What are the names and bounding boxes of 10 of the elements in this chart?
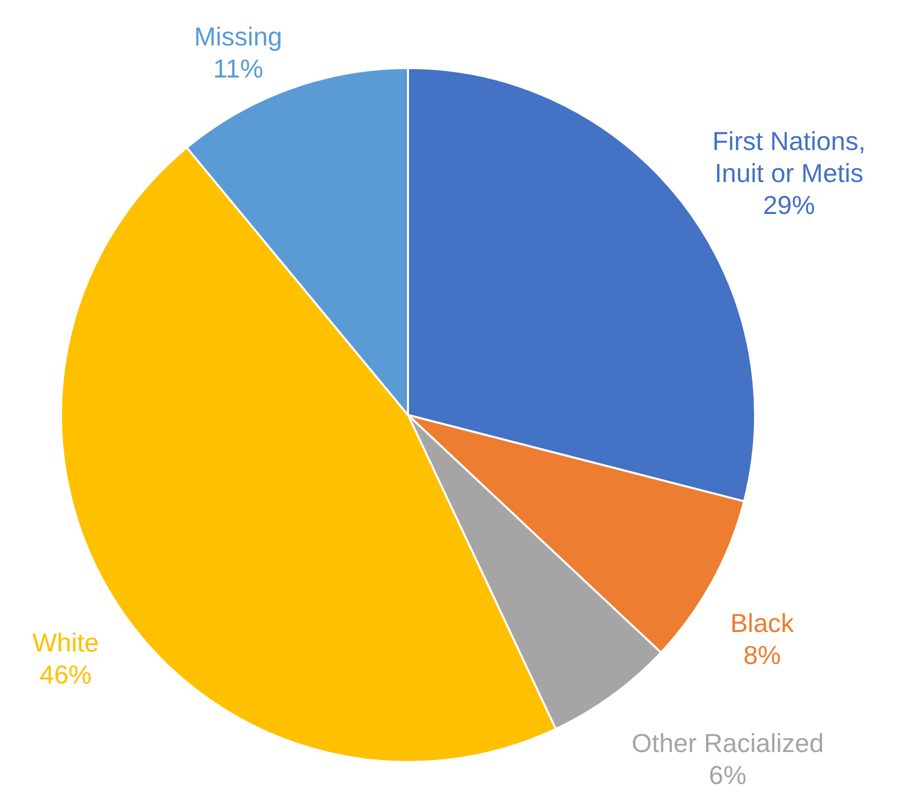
data-label: 8% <box>743 640 781 670</box>
slice-label: First Nations, Inuit or Metis <box>712 126 866 188</box>
data-label: 46% <box>40 660 92 690</box>
data-label: 11% <box>213 54 264 84</box>
slice-label: White <box>32 628 99 658</box>
data-label: 6% <box>708 760 747 790</box>
data-label: 29% <box>762 190 816 220</box>
slice-label: Other Racialized <box>632 728 824 758</box>
slice-label: Black <box>730 608 795 638</box>
slice-label: Missing <box>194 22 282 52</box>
